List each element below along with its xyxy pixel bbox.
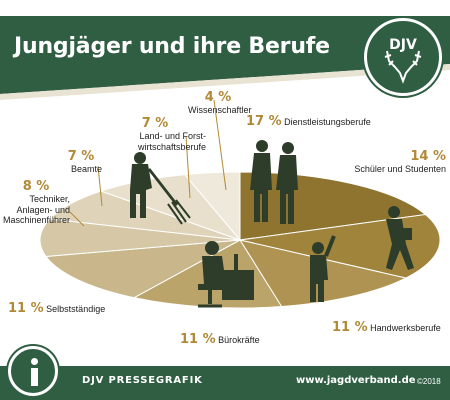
label-schueler: 14 % Schüler und Studenten (342, 150, 446, 175)
label-dienstleistung: 17 % Dienstleistungsberufe (246, 115, 376, 129)
banner-shadow (0, 64, 450, 100)
name-land-forst-1: Land- und Forst- (139, 131, 206, 141)
banner-shape (0, 16, 450, 94)
deer-antlers-icon: DJV (384, 37, 422, 84)
label-handwerk: 11 % Handwerksberufe (332, 321, 448, 335)
pct-techniker: 8 % (22, 179, 50, 194)
name-buerokraefte: Bürokräfte (218, 335, 260, 345)
leader-line-3 (97, 165, 103, 207)
pct-buerokraefte: 11 % (180, 332, 216, 347)
name-handwerk: Handwerksberufe (370, 323, 441, 333)
name-selbststaendige: Selbstständige (46, 304, 106, 314)
leader-line-4 (69, 211, 85, 227)
footer-copyright: ©2018 (417, 377, 441, 386)
pie-slice-5 (45, 239, 241, 299)
pct-schueler: 14 % (410, 149, 446, 164)
pie-slice-6 (39, 218, 241, 257)
student-icon (386, 206, 414, 270)
pct-selbststaendige: 11 % (8, 301, 44, 316)
info-icon (8, 346, 58, 396)
leader-lines (69, 99, 227, 227)
footer-bar (0, 366, 450, 400)
leader-line-1 (213, 99, 227, 191)
label-techniker: 8 % Techniker, Anlagen- und Maschinenfüh… (2, 180, 70, 226)
pct-dienstleistung: 17 % (246, 114, 282, 129)
pct-handwerk: 11 % (332, 320, 368, 335)
label-selbststaendige: 11 % Selbstständige (8, 302, 138, 316)
business-people-icon (250, 140, 298, 224)
label-wissenschaftler: 4 % Wissenschaftler (188, 90, 252, 116)
footer-brand: DJV PRESSEGRAFIK (82, 375, 203, 386)
leader-line-2 (185, 135, 191, 199)
office-worker-icon (198, 241, 254, 308)
footer-url[interactable]: www.jagdverband.de (296, 375, 416, 386)
craftsman-icon (310, 235, 336, 302)
name-techniker-3: Maschinenführer (2, 215, 70, 225)
name-schueler: Schüler und Studenten (354, 164, 446, 174)
logo-text: DJV (389, 37, 417, 53)
pct-beamte: 7 % (67, 149, 95, 164)
label-land-forst: 7 % Land- und Forst- wirtschaftsberufe (104, 117, 206, 152)
label-beamte: 7 % Beamte (60, 150, 102, 175)
name-wissenschaftler: Wissenschaftler (188, 105, 252, 115)
name-land-forst-2: wirtschaftsberufe (137, 141, 206, 152)
name-beamte: Beamte (70, 164, 102, 174)
djv-logo: DJV (364, 18, 442, 96)
label-buerokraefte: 11 % Bürokräfte (180, 333, 280, 347)
name-dienstleistung: Dienstleistungsberufe (284, 117, 371, 127)
figures (130, 140, 414, 308)
pct-wissenschaftler: 4 % (204, 90, 232, 105)
name-techniker-1: Techniker, (29, 194, 70, 204)
name-techniker-2: Anlagen- und (16, 204, 70, 215)
hunter-with-pitchfork-icon (130, 152, 191, 225)
page-title: Jungjäger und ihre Berufe (14, 34, 330, 59)
pct-land-forst: 7 % (141, 116, 169, 131)
